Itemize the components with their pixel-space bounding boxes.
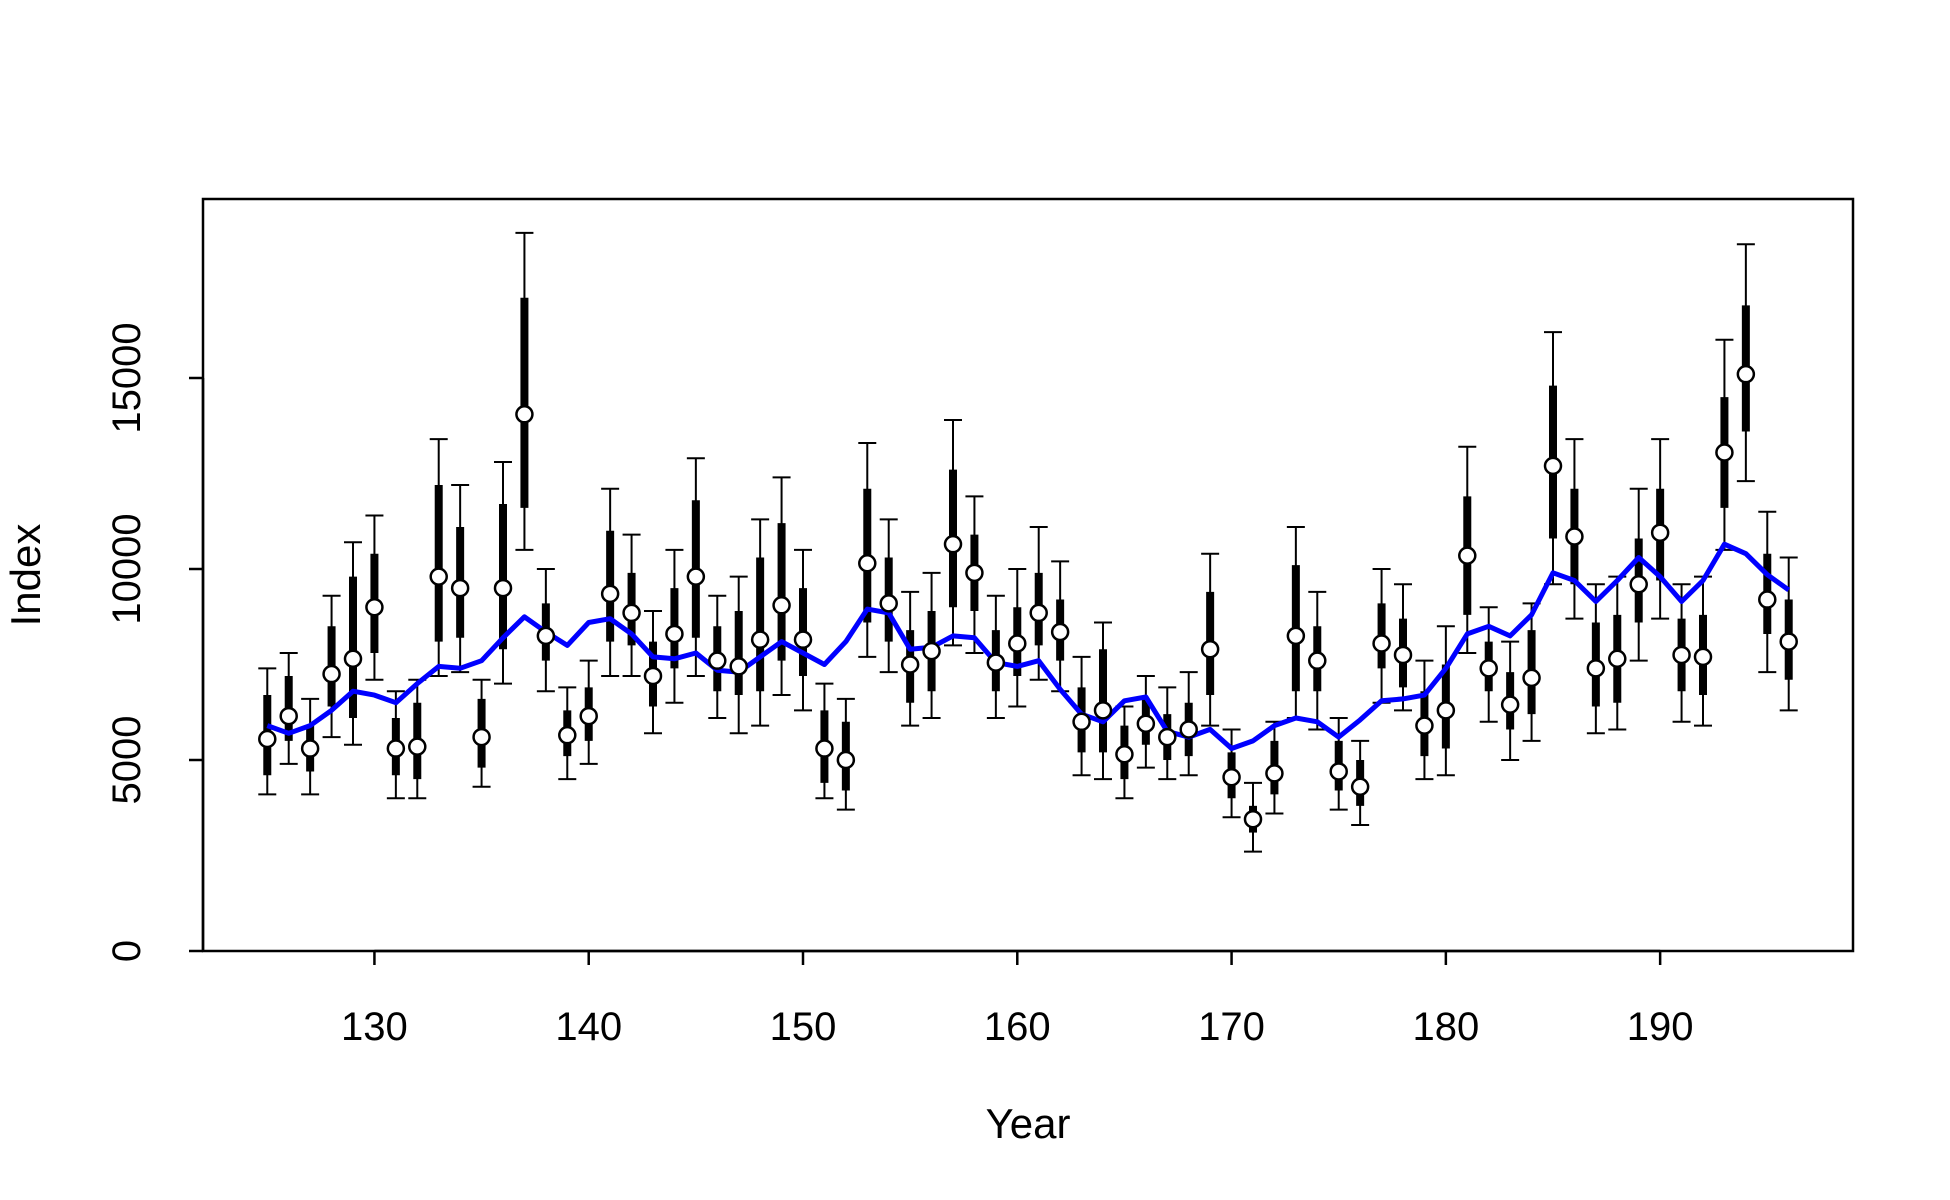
data-point (1308, 651, 1327, 670)
data-point (515, 405, 534, 424)
x-axis: 130 140 150 160 170 180 190 (341, 949, 1694, 1049)
data-point (986, 653, 1006, 672)
data-point (815, 739, 834, 758)
data-point (643, 666, 663, 686)
data-point (1329, 762, 1348, 781)
x-tick-label: 140 (555, 1005, 622, 1049)
data-point (1565, 527, 1584, 546)
data-point (1179, 720, 1198, 739)
data-point (1522, 668, 1541, 688)
data-point (429, 567, 448, 586)
data-point (793, 630, 813, 649)
data-point (1736, 364, 1756, 384)
data-point (1350, 777, 1370, 796)
data-point (1393, 645, 1413, 665)
data-point (879, 594, 898, 613)
data-point (965, 563, 984, 583)
data-point (1608, 649, 1627, 669)
data-point (408, 737, 427, 756)
data-point (665, 624, 684, 644)
x-axis-title: Year (986, 1100, 1071, 1147)
data-point (750, 630, 770, 649)
data-point (1029, 603, 1048, 623)
data-point (1458, 546, 1477, 565)
y-tick-label: 15000 (105, 322, 149, 433)
data-point (1672, 645, 1691, 665)
data-point (622, 603, 641, 623)
data-point (1586, 659, 1606, 678)
data-point (1779, 632, 1798, 651)
data-point (322, 664, 341, 684)
data-point (558, 725, 577, 745)
data-point (365, 597, 384, 617)
data-point (1115, 745, 1134, 764)
data-point (1200, 639, 1220, 659)
x-tick-label: 130 (341, 1005, 408, 1049)
data-point (1136, 714, 1156, 733)
plot-frame (201, 197, 1855, 953)
data-point (1008, 634, 1027, 653)
data-point (1500, 695, 1520, 714)
x-tick-label: 150 (770, 1005, 837, 1049)
data-point (858, 554, 877, 573)
data-point (1222, 767, 1241, 787)
data-point (1415, 716, 1434, 735)
data-point (343, 649, 363, 669)
data-point (579, 706, 598, 726)
data-point (729, 657, 748, 676)
x-tick-label: 170 (1198, 1005, 1265, 1049)
data-point (1629, 575, 1648, 594)
data-point (836, 750, 856, 770)
data-point (386, 739, 406, 758)
data-point (279, 706, 298, 726)
y-tick-label: 10000 (105, 513, 149, 624)
data-point (1436, 701, 1456, 720)
data-point (1243, 809, 1263, 829)
data-point (1372, 634, 1391, 653)
data-point (1050, 622, 1070, 642)
trend-line (266, 541, 1791, 751)
data-point (922, 641, 941, 661)
data-point (1158, 727, 1177, 747)
data-point (1479, 659, 1498, 678)
x-tick-label: 160 (984, 1005, 1051, 1049)
data-point (600, 584, 620, 604)
data-point (900, 655, 920, 674)
data-point (1650, 523, 1670, 542)
data-point (536, 626, 556, 646)
y-tick-label: 5000 (105, 716, 149, 805)
data-point (1758, 590, 1777, 609)
data-point (1715, 443, 1734, 462)
data-point (1093, 701, 1113, 720)
interval-bars (258, 231, 1798, 853)
y-tick-label: 0 (105, 940, 149, 962)
data-point (300, 739, 320, 758)
data-point (1265, 764, 1284, 783)
y-axis-title: Index (2, 524, 49, 627)
data-point (708, 651, 727, 670)
data-point (686, 567, 706, 586)
data-point (1693, 647, 1713, 667)
data-point (943, 534, 963, 554)
x-tick-label: 180 (1412, 1005, 1479, 1049)
data-point (472, 727, 491, 747)
data-point (493, 578, 513, 598)
data-point (258, 729, 277, 749)
data-point (450, 578, 470, 598)
data-point (1286, 626, 1306, 646)
data-points (258, 364, 1798, 829)
x-tick-label: 190 (1627, 1005, 1694, 1049)
data-point (1543, 456, 1563, 476)
data-point (1072, 712, 1091, 732)
y-axis: 0 5000 10000 15000 (105, 322, 205, 962)
data-point (772, 596, 791, 615)
